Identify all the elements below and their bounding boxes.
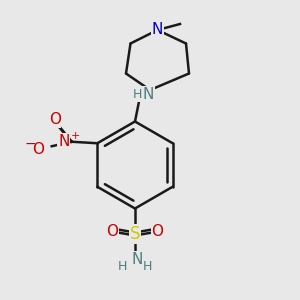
Text: +: + [71,131,80,141]
Text: N: N [143,87,154,102]
Text: O: O [152,224,164,238]
Text: H: H [143,260,152,274]
Text: H: H [133,88,142,101]
Text: O: O [106,224,119,238]
Text: −: − [25,137,37,151]
Text: N: N [152,22,163,38]
Text: O: O [49,112,61,127]
Text: N: N [132,252,143,267]
Text: O: O [32,142,44,157]
Text: H: H [118,260,127,274]
Text: N: N [58,134,69,149]
Text: S: S [130,225,140,243]
